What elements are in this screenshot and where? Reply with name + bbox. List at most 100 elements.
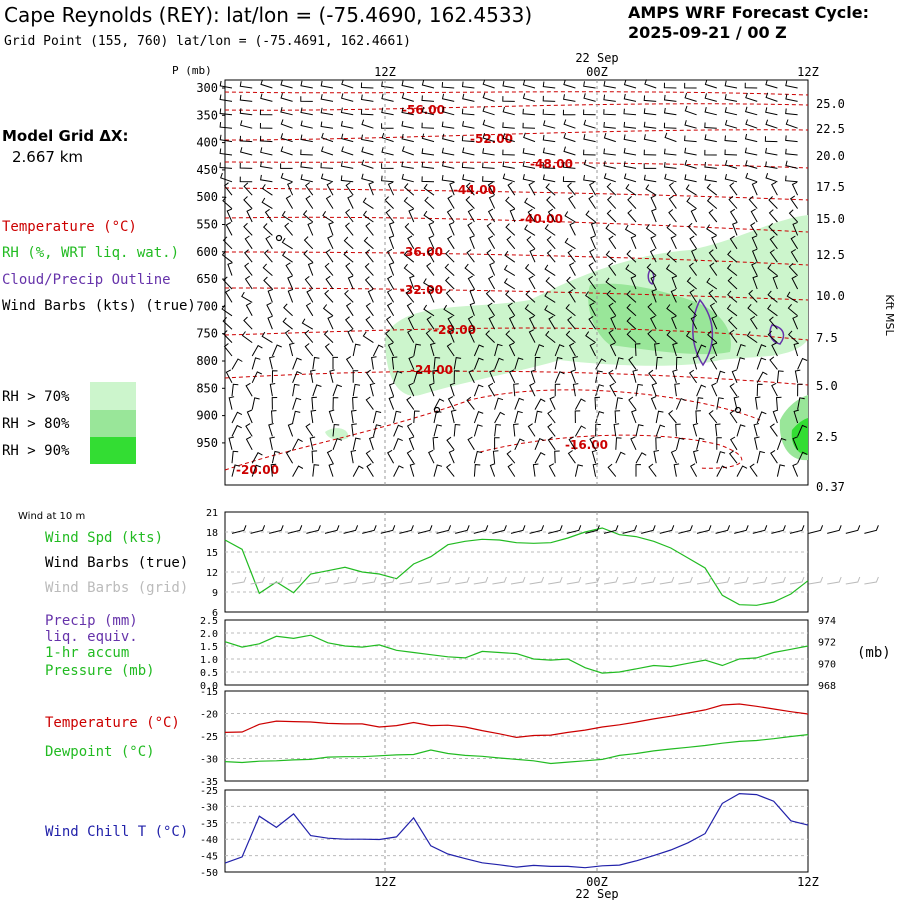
wind-barb <box>567 249 576 263</box>
wind-barb <box>300 134 313 143</box>
wind-barb <box>246 409 253 424</box>
grid-wind-barb <box>603 576 619 585</box>
grid-wind-barb <box>771 576 786 585</box>
wind-barb <box>595 358 607 370</box>
wind-barb <box>369 382 376 397</box>
windchill-label: Wind Chill T (°C) <box>45 824 188 840</box>
calm-circles <box>275 234 742 414</box>
wind-barb <box>345 209 354 223</box>
wind-barb <box>287 181 294 196</box>
wind-barb <box>300 161 313 169</box>
surface-wind-barb <box>845 525 861 534</box>
wind-barb <box>425 329 435 343</box>
wind-barb <box>428 235 435 250</box>
wind-barb <box>282 251 293 263</box>
wind-barb <box>542 134 556 143</box>
wind-barb <box>729 409 738 424</box>
wind-barb <box>690 463 698 477</box>
wind-barb <box>292 410 301 424</box>
wind-barb <box>261 184 273 196</box>
wind-barb <box>433 356 441 370</box>
wind-barb <box>267 288 274 303</box>
wind-barb <box>320 94 334 102</box>
wind-barb <box>401 107 414 116</box>
wind-barb <box>464 263 475 276</box>
wind-barb <box>684 174 697 183</box>
surface-wind-barb <box>548 525 563 534</box>
wind-barb <box>225 222 233 236</box>
wind-barb <box>245 382 253 397</box>
wind-barb <box>524 304 536 317</box>
wind-barb <box>574 464 584 477</box>
wind-barb <box>502 80 515 89</box>
wind-barb <box>421 133 435 143</box>
wind-barb <box>522 174 536 183</box>
wind-barb <box>461 135 475 143</box>
wind-barb <box>381 81 394 89</box>
wind-barb <box>751 181 758 196</box>
height-tick: 0.37 <box>816 480 845 494</box>
wind-barb <box>632 369 638 383</box>
wind-barb <box>388 221 395 236</box>
wind-barb <box>744 133 758 143</box>
wind-barb <box>287 275 294 290</box>
wind-barb <box>322 304 334 317</box>
wind-barb <box>648 369 657 384</box>
wind-barb <box>564 211 576 223</box>
wind-barb <box>595 370 603 383</box>
wind-barb <box>696 384 707 397</box>
wind-barb <box>544 264 556 277</box>
wind-barb <box>732 221 738 236</box>
wind-barb <box>239 176 253 183</box>
wind-barb <box>716 370 726 383</box>
wind-barb <box>401 173 414 183</box>
wind-barb <box>365 249 374 263</box>
grid-wind-barb <box>250 576 266 585</box>
wind-barb <box>508 369 516 384</box>
wind-barb <box>222 236 233 250</box>
wind-barb <box>408 436 415 450</box>
wind-barb <box>488 195 496 209</box>
wind-barb <box>462 174 475 183</box>
wind-barb <box>768 223 778 236</box>
wind-barb <box>675 356 682 370</box>
wind-barb <box>797 424 808 437</box>
wind-barb <box>643 134 657 143</box>
wind-barb <box>344 289 354 303</box>
wind-barb <box>754 436 760 450</box>
wind-barb <box>433 464 443 477</box>
wind-barb <box>684 135 697 143</box>
wind-barb <box>441 121 455 129</box>
wind-barb <box>603 160 616 169</box>
wind-barb <box>583 93 596 102</box>
wind-barb <box>222 276 233 290</box>
wind-barb <box>426 316 435 330</box>
wind-barb <box>403 196 415 209</box>
wind-barb <box>590 235 597 249</box>
y-tick-label: -30 <box>200 755 218 766</box>
wind-barb <box>548 463 556 477</box>
wind-barb <box>381 175 394 183</box>
wind-barb <box>583 109 596 116</box>
wind-barb <box>603 109 616 116</box>
wind-barb <box>544 305 556 317</box>
wind-barb <box>546 249 556 263</box>
y-tick-label: 21 <box>206 508 218 519</box>
wind-barb <box>628 356 637 370</box>
wind-barb <box>260 93 273 102</box>
wind-barb <box>583 81 596 89</box>
wind-barb <box>566 276 576 290</box>
wind-barb <box>494 397 504 410</box>
wind-barb <box>406 423 415 437</box>
wind-barb <box>239 120 253 129</box>
wind-barb <box>381 93 394 102</box>
wind-barb <box>589 436 597 451</box>
wind-barb <box>746 331 758 344</box>
wind-barb <box>675 423 681 437</box>
wind-barb <box>793 342 800 357</box>
pressure-tick: 950 <box>196 436 218 450</box>
wind-barb <box>367 288 374 303</box>
wind-barb <box>729 235 738 250</box>
wind-barb <box>767 330 778 343</box>
wind-barb <box>534 410 543 424</box>
